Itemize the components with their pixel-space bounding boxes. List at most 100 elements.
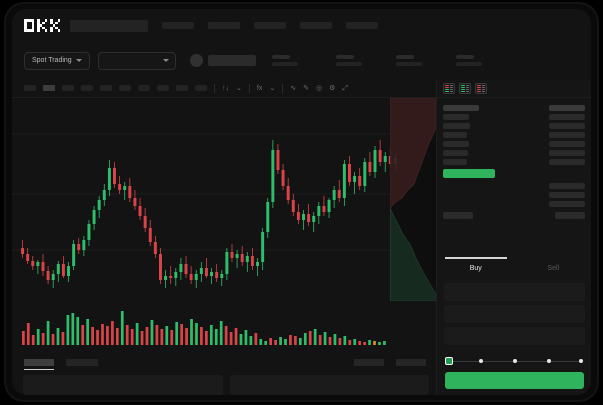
timeframe-button-4[interactable]	[81, 85, 93, 91]
orderbook-asks-icon[interactable]	[475, 82, 487, 94]
pair-info-bar: Spot Trading	[12, 42, 591, 79]
order-book-footer	[437, 208, 591, 219]
slider-handle[interactable]	[445, 357, 453, 365]
order-book-panel: Buy Sell	[436, 79, 591, 395]
nav-link-3[interactable]	[254, 22, 287, 29]
timeframe-button-9[interactable]	[176, 85, 188, 91]
buy-tab-indicator	[445, 257, 507, 259]
global-search-input[interactable]	[70, 19, 149, 32]
stat-label	[271, 55, 290, 59]
timeframe-button-3[interactable]	[62, 85, 74, 91]
timeframe-button-10[interactable]	[195, 85, 207, 91]
bottom-tab-active[interactable]	[24, 359, 54, 366]
toolbar-divider	[214, 83, 215, 93]
order-book-ask-row[interactable]	[443, 121, 585, 130]
slider-stop-50[interactable]	[513, 358, 517, 363]
order-amount-field[interactable]	[444, 305, 585, 323]
order-book-bid-row[interactable]	[443, 199, 585, 208]
timeframe-button-2[interactable]	[43, 85, 55, 91]
toolbar-divider	[248, 83, 250, 93]
device-bezel: Spot Trading	[6, 4, 597, 400]
order-book-footer-right	[555, 212, 585, 219]
fullscreen-icon[interactable]: ⤢	[342, 84, 348, 92]
order-book-ask-row[interactable]	[443, 148, 585, 157]
order-book-column-headers	[443, 103, 585, 112]
coin-avatar	[189, 54, 203, 67]
tab-sell[interactable]: Sell	[547, 264, 560, 272]
bottom-panel-2[interactable]	[229, 375, 429, 395]
bottom-tab-2[interactable]	[66, 359, 98, 366]
bottom-tab-action-2[interactable]	[396, 359, 426, 366]
volume-canvas	[22, 311, 386, 345]
market-depth-chart	[390, 98, 436, 301]
nav-link-5[interactable]	[346, 22, 379, 29]
stat-value	[455, 62, 482, 66]
top-navigation-bar	[12, 9, 591, 42]
order-price-field[interactable]	[444, 283, 585, 301]
camera-icon[interactable]: ◎	[315, 84, 323, 92]
timeframe-button-8[interactable]	[157, 85, 169, 91]
order-book-bid-row[interactable]	[443, 181, 585, 190]
buy-sell-tabs: Buy Sell	[437, 257, 591, 279]
candlestick-chart[interactable]	[12, 98, 436, 301]
slider-stop-75[interactable]	[547, 358, 551, 363]
nav-link-2[interactable]	[208, 22, 241, 29]
chevron-down-icon	[75, 59, 82, 62]
stat-value	[395, 62, 422, 66]
settings-icon[interactable]: ⚙	[329, 84, 336, 92]
stat-value	[335, 62, 362, 66]
order-book-bid-row[interactable]	[443, 190, 585, 199]
bottom-panels	[12, 372, 436, 395]
orderbook-both-icon[interactable]	[443, 82, 455, 94]
pair-dropdown[interactable]	[97, 51, 176, 70]
indicators-icon[interactable]: fx	[256, 84, 263, 92]
toolbar-divider	[282, 83, 284, 93]
stat-block-1	[271, 55, 298, 66]
bottom-tab-bar	[12, 353, 436, 372]
chevron-down-icon	[162, 59, 169, 62]
timeframe-button-6[interactable]	[119, 85, 131, 91]
chart-type-icon[interactable]: ↑↓	[222, 84, 229, 92]
pencil-icon[interactable]: ✎	[303, 84, 309, 92]
stat-label	[335, 55, 354, 59]
slider-stop-100[interactable]	[579, 358, 583, 363]
order-book-spread-row	[443, 169, 495, 178]
stat-block-3	[395, 55, 422, 66]
tab-buy[interactable]: Buy	[469, 264, 482, 272]
app-screen: Spot Trading	[12, 9, 591, 395]
order-book-ask-row[interactable]	[443, 157, 585, 166]
bottom-panel-1[interactable]	[23, 375, 223, 395]
indicators-chevron-icon[interactable]: ⌄	[269, 84, 276, 92]
order-book-footer-left	[443, 212, 473, 219]
timeframe-button-1[interactable]	[24, 85, 36, 91]
slider-stop-25[interactable]	[479, 358, 483, 363]
bottom-tab-action-1[interactable]	[354, 359, 384, 366]
percent-slider[interactable]	[445, 356, 585, 366]
stat-label	[395, 55, 414, 59]
chart-canvas	[12, 133, 397, 288]
order-book-ask-row[interactable]	[443, 139, 585, 148]
place-buy-order-button[interactable]	[445, 372, 584, 389]
timeframe-button-7[interactable]	[138, 85, 150, 91]
bottom-tab-indicator	[24, 369, 54, 370]
order-book-ask-row[interactable]	[443, 112, 585, 121]
nav-link-1[interactable]	[162, 22, 195, 29]
chart-toolbar: ↑↓ ⌄ fx ⌄ ∿ ✎ ◎ ⚙ ⤢	[12, 79, 436, 98]
order-book-rows	[437, 98, 591, 208]
drawing-line-icon[interactable]: ∿	[290, 84, 297, 92]
timeframe-button-5[interactable]	[100, 85, 112, 91]
nav-link-4[interactable]	[300, 22, 333, 29]
orderbook-bids-icon[interactable]	[459, 82, 471, 94]
order-entry-form: Buy Sell	[437, 257, 591, 389]
stat-label	[455, 55, 474, 59]
chart-type-chevron-icon[interactable]: ⌄	[236, 84, 242, 92]
nav-links	[162, 22, 379, 29]
order-book-header	[437, 79, 591, 98]
spot-trading-dropdown[interactable]: Spot Trading	[24, 51, 90, 70]
stat-block-2	[335, 55, 362, 66]
volume-chart	[12, 301, 436, 353]
order-total-field[interactable]	[444, 327, 585, 345]
okx-logo-icon[interactable]	[24, 19, 61, 32]
pair-name	[207, 55, 256, 66]
order-book-ask-row[interactable]	[443, 130, 585, 139]
